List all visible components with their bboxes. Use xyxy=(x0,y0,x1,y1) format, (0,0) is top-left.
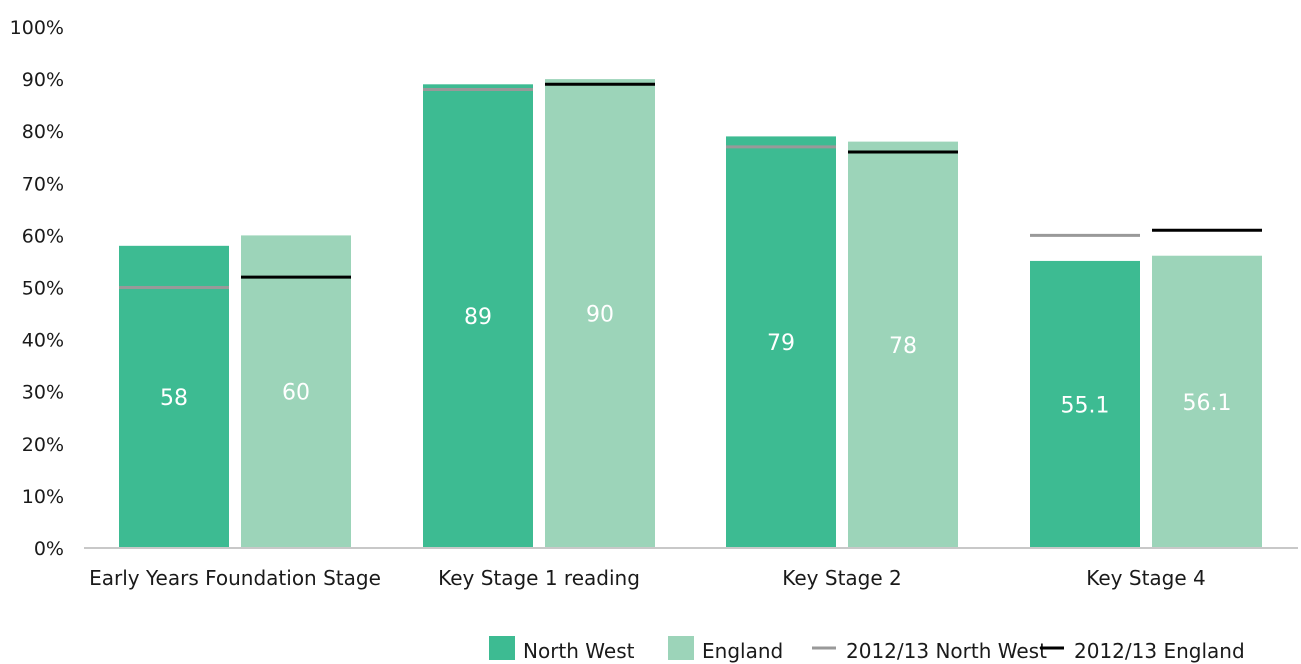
category-label: Key Stage 4 xyxy=(1086,566,1206,590)
y-tick-label: 60% xyxy=(22,225,64,247)
y-tick-label: 0% xyxy=(34,538,64,560)
bar-north-west xyxy=(1030,260,1140,548)
bar-england xyxy=(545,79,655,548)
category-label: Early Years Foundation Stage xyxy=(89,566,381,590)
bar-england xyxy=(241,235,351,548)
reference-lines xyxy=(119,82,1262,289)
bar-north-west xyxy=(423,84,533,548)
category-labels: Early Years Foundation Stage Key Stage 1 … xyxy=(89,566,1206,590)
bar-value-label: 56.1 xyxy=(1183,391,1232,416)
bar-value-label: 58 xyxy=(160,386,188,411)
bar-value-label: 89 xyxy=(464,305,492,330)
category-label: Key Stage 1 reading xyxy=(438,566,640,590)
legend-label: 2012/13 England xyxy=(1074,639,1245,663)
legend-label: 2012/13 North West xyxy=(846,639,1047,663)
bar-england xyxy=(848,141,958,548)
legend-swatch xyxy=(489,636,515,660)
y-tick-label: 10% xyxy=(22,486,64,508)
y-tick-label: 30% xyxy=(22,382,64,404)
y-tick-label: 20% xyxy=(22,434,64,456)
bar-value-labels: 58 60 89 90 79 78 55.1 56.1 xyxy=(160,303,1231,419)
bar-north-west xyxy=(119,245,229,548)
bar-value-label: 79 xyxy=(767,331,795,356)
bar-england xyxy=(1152,255,1262,548)
y-tick-label: 40% xyxy=(22,330,64,352)
legend-label: England xyxy=(702,639,783,663)
bar-value-label: 78 xyxy=(889,334,917,359)
category-label: Key Stage 2 xyxy=(782,566,902,590)
y-axis-labels: 0% 10% 20% 30% 40% 50% 60% 70% 80% 90% 100% xyxy=(10,17,64,560)
y-tick-label: 70% xyxy=(22,173,64,195)
legend-label: North West xyxy=(523,639,635,663)
bar-value-label: 90 xyxy=(586,303,614,328)
y-tick-label: 80% xyxy=(22,121,64,143)
y-tick-label: 90% xyxy=(22,69,64,91)
bar-value-label: 55.1 xyxy=(1061,393,1110,418)
bar-north-west xyxy=(726,136,836,548)
bars xyxy=(119,79,1262,548)
bar-value-label: 60 xyxy=(282,381,310,406)
y-tick-label: 100% xyxy=(10,17,64,39)
legend-swatch xyxy=(668,636,694,660)
y-tick-label: 50% xyxy=(22,278,64,300)
legend: North West England 2012/13 North West 2012/… xyxy=(489,636,1245,663)
